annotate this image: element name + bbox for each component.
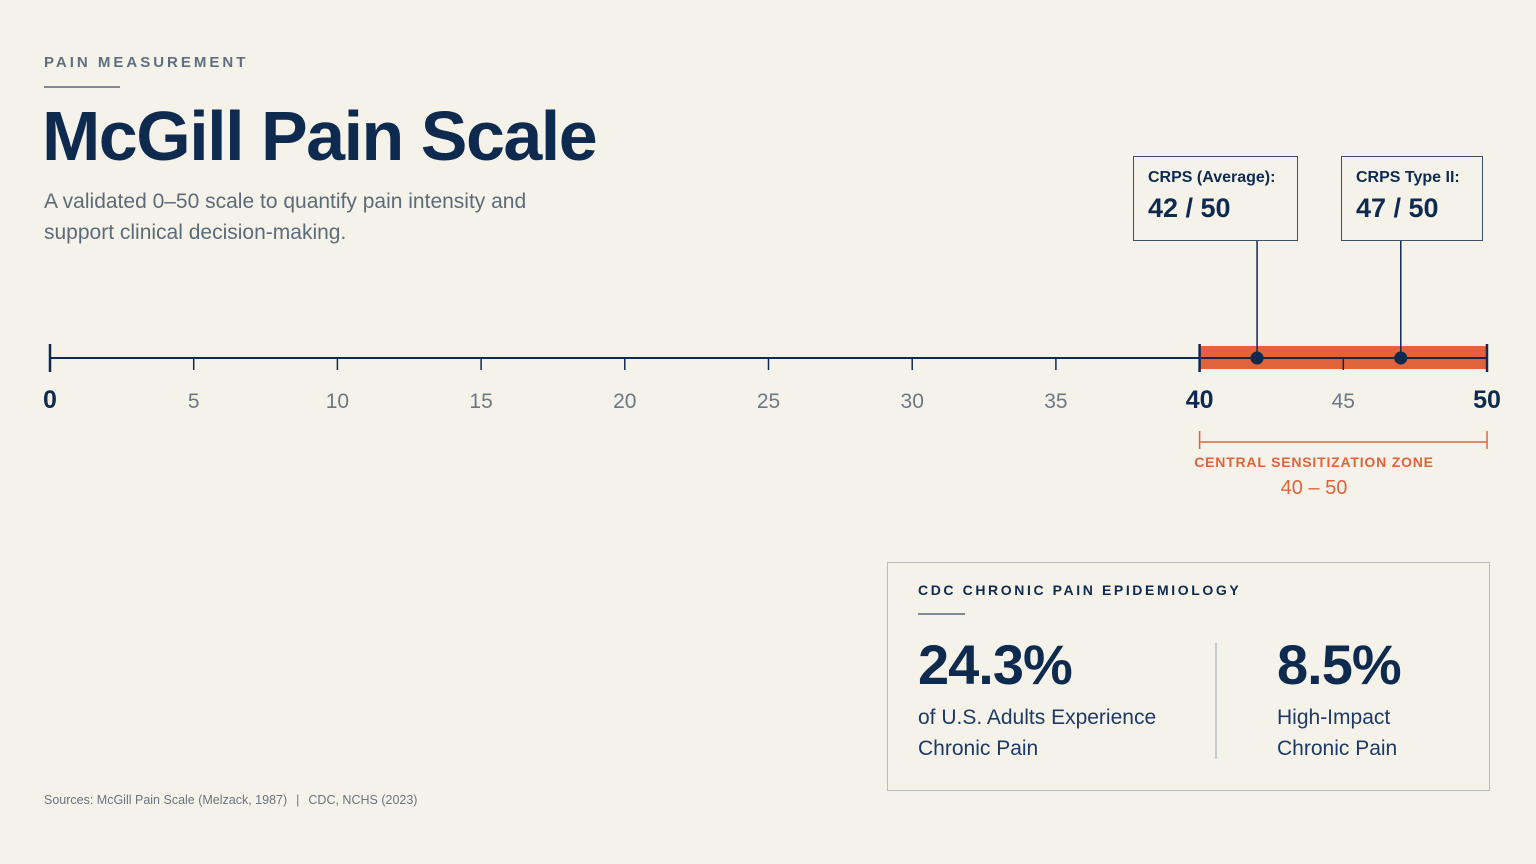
epidemiology-heading-underline: [918, 613, 965, 615]
tick-label-45: 45: [1332, 390, 1355, 413]
callout-crps-average-label: CRPS (Average):: [1148, 169, 1276, 186]
tick-label-25: 25: [757, 390, 780, 413]
zone-range: 40 – 50: [1280, 477, 1348, 499]
tick-label-0: 0: [43, 386, 57, 414]
tick-label-15: 15: [469, 390, 492, 413]
tick-label-20: 20: [613, 390, 636, 413]
stats-divider: [1215, 643, 1217, 759]
tick-label-5: 5: [188, 390, 200, 413]
tick-label-40: 40: [1186, 386, 1214, 414]
page-subtitle: A validated 0–50 scale to quantify pain …: [44, 190, 527, 244]
source-mcgill: Sources: McGill Pain Scale (Melzack, 198…: [44, 793, 288, 807]
eyebrow-underline: [44, 86, 120, 88]
stat-high-impact: 8.5% High-Impact Chronic Pain: [1277, 633, 1457, 764]
stat-chronic-pain-value: 24.3%: [918, 633, 1073, 696]
callout-crps-type-ii: CRPS Type II: 47 / 50: [1341, 156, 1483, 241]
tick-label-30: 30: [901, 390, 924, 413]
eyebrow-label: PAIN MEASUREMENT: [44, 54, 249, 71]
tick-label-50: 50: [1473, 386, 1501, 414]
sources-footnote: Sources: McGill Pain Scale (Melzack, 198…: [44, 793, 417, 807]
epidemiology-heading: CDC CHRONIC PAIN EPIDEMIOLOGY: [918, 582, 1242, 598]
callout-crps-average: CRPS (Average): 42 / 50: [1133, 156, 1298, 241]
source-cdc: CDC, NCHS (2023): [308, 793, 418, 807]
callout-crps-type-ii-label: CRPS Type II:: [1356, 169, 1460, 186]
stat-high-impact-value: 8.5%: [1277, 633, 1402, 696]
stat-chronic-pain: 24.3% of U.S. Adults Experience Chronic …: [918, 633, 1188, 764]
tick-label-10: 10: [326, 390, 349, 413]
marker-dot-1: [1250, 351, 1264, 365]
tick-label-35: 35: [1044, 390, 1067, 413]
page-title: McGill Pain Scale: [42, 97, 598, 175]
source-separator: |: [296, 793, 300, 807]
marker-dot-2: [1394, 351, 1408, 365]
stat-chronic-pain-description: of U.S. Adults Experience Chronic Pain: [918, 706, 1157, 760]
callout-crps-average-value: 42 / 50: [1148, 193, 1231, 223]
stat-high-impact-description: High-Impact Chronic Pain: [1277, 706, 1398, 760]
zone-title: CENTRAL SENSITIZATION ZONE: [1194, 454, 1434, 470]
epidemiology-card: CDC CHRONIC PAIN EPIDEMIOLOGY 24.3% of U…: [887, 562, 1490, 791]
callout-crps-type-ii-value: 47 / 50: [1356, 193, 1439, 223]
